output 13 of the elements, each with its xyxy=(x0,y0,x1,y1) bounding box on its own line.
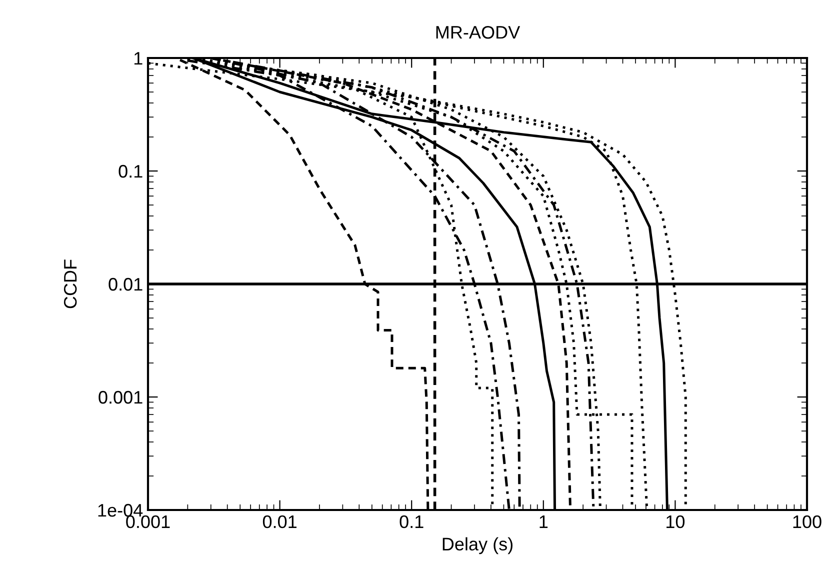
y-tick-label: 0.1 xyxy=(118,164,142,178)
y-axis-title: CCDF xyxy=(64,260,77,308)
x-tick-label: 100 xyxy=(793,515,822,528)
y-tick-label: 0.01 xyxy=(108,278,142,291)
x-tick-label: 0.01 xyxy=(262,515,296,528)
y-tick-label: 1e-04 xyxy=(98,504,143,517)
y-tick-label: 1 xyxy=(134,52,142,65)
x-tick-label: 0.1 xyxy=(400,515,424,528)
y-tick-label: 0.001 xyxy=(98,390,142,404)
x-axis-title: Delay (s) xyxy=(442,537,512,554)
chart-title: MR-AODV xyxy=(436,26,520,39)
x-tick-label: 1 xyxy=(540,516,548,528)
x-tick-label: 10 xyxy=(666,515,685,528)
